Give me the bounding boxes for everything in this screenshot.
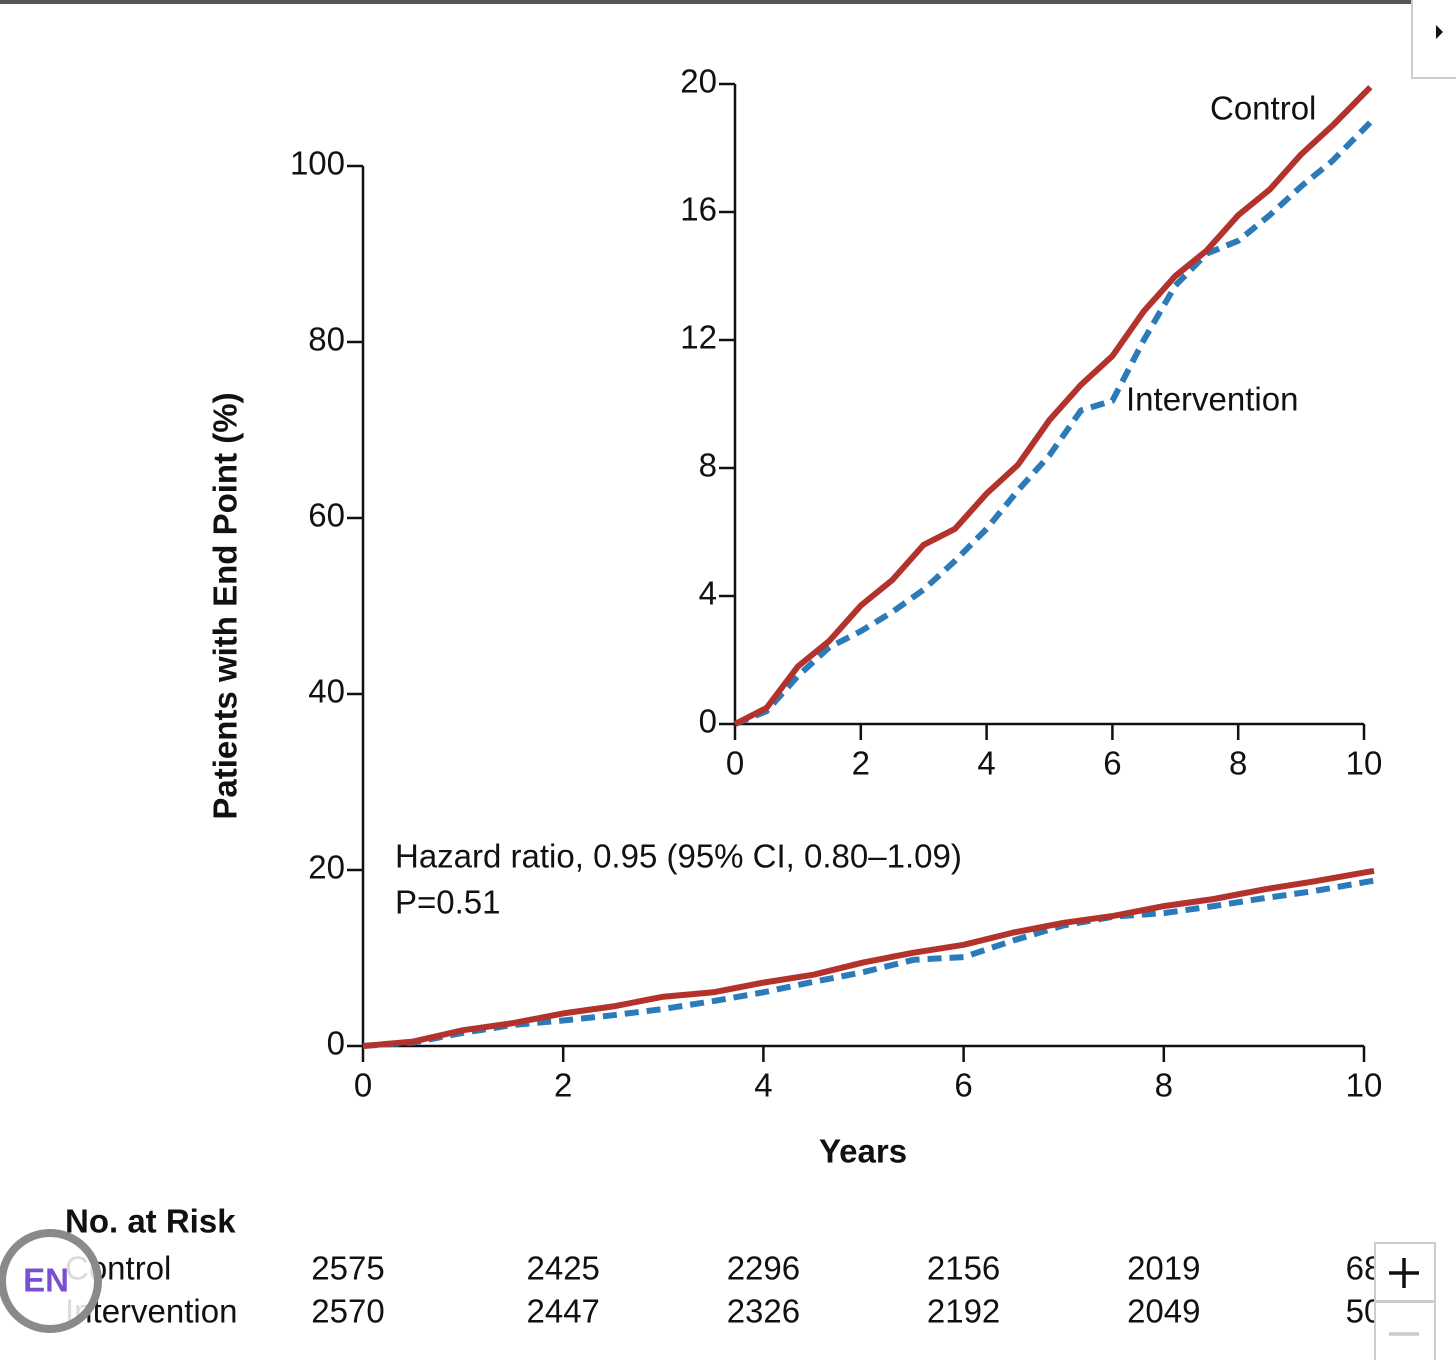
top-border [0,0,1412,4]
risk-count: 2049 [1127,1293,1200,1330]
y-tick-label: 60 [308,497,345,534]
y-tick-label: 8 [699,447,717,484]
x-axis-label: Years [819,1133,907,1170]
y-tick-label: 20 [680,63,717,100]
series-line [733,120,1373,727]
y-tick-label: 12 [680,319,717,356]
overlay: EN [0,1229,1436,1360]
risk-count: 2019 [1127,1250,1200,1287]
y-axis-label: Patients with End Point (%) [207,392,244,819]
series-line [362,867,1375,1049]
x-tick-label: 0 [726,745,744,782]
x-tick-label: 0 [354,1067,372,1104]
x-tick-label: 8 [1229,745,1247,782]
x-tick-label: 4 [977,745,995,782]
x-tick-label: 2 [852,745,870,782]
x-tick-label: 10 [1346,1067,1383,1104]
series-line [733,85,1373,727]
risk-count: 2425 [526,1250,599,1287]
language-badge: EN [23,1262,69,1299]
language-button[interactable] [0,1229,102,1333]
y-tick-label: 0 [327,1025,345,1062]
y-tick-label: 40 [308,673,345,710]
risk-count: 2447 [526,1293,599,1330]
y-tick-label: 16 [680,191,717,228]
x-tick-label: 2 [554,1067,572,1104]
risk-count: 2575 [311,1250,384,1287]
x-tick-label: 4 [754,1067,772,1104]
risk-count: 2326 [727,1293,800,1330]
side-panel-toggle[interactable] [1411,0,1456,79]
x-tick-label: 6 [1103,745,1121,782]
series-line [362,877,1375,1049]
y-tick-label: 80 [308,321,345,358]
x-tick-label: 6 [954,1067,972,1104]
annotation: P=0.51 [395,884,501,921]
y-tick-label: 4 [699,575,717,612]
y-tick-label: 20 [308,849,345,886]
x-tick-label: 10 [1346,745,1383,782]
annotation: Hazard ratio, 0.95 (95% CI, 0.80–1.09) [395,838,962,875]
risk-count: 2296 [727,1250,800,1287]
risk-count: 2192 [927,1293,1000,1330]
toggle-arrow [1436,25,1443,39]
plus-icon [1389,1258,1419,1288]
risk-table-title: No. at Risk [65,1203,236,1240]
zoom-out-button[interactable] [1374,1301,1436,1360]
risk-count: 2570 [311,1293,384,1330]
x-tick-label: 8 [1155,1067,1173,1104]
series-label: Intervention [1126,381,1298,418]
series-label: Control [1210,90,1316,127]
y-tick-label: 0 [699,703,717,740]
risk-count: 2156 [927,1250,1000,1287]
y-tick-label: 100 [290,145,345,182]
